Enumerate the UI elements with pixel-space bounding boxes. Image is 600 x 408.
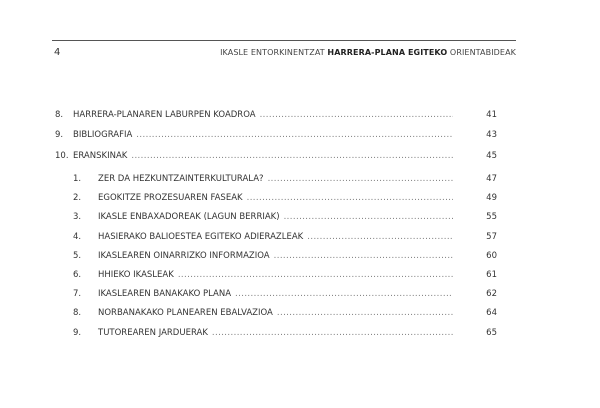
entry-title: ERANSKINAK	[73, 151, 128, 161]
toc-entry[interactable]: 8. NORBANAKAKO PLANEAREN EBALVAZIOA 64	[55, 308, 497, 322]
dot-leader	[256, 110, 457, 120]
entry-page: 64	[486, 308, 497, 319]
entry-page: 45	[486, 151, 497, 161]
entry-title: HARRERA-PLANAREN LABURPEN KOADROA	[73, 110, 256, 120]
entry-number: 9.	[73, 327, 82, 338]
toc-entry[interactable]: 10. ERANSKINAK 45	[55, 151, 497, 165]
entry-page: 43	[486, 130, 497, 140]
entry-number: 4.	[73, 231, 82, 242]
entry-number: 2.	[73, 193, 82, 204]
header-rule	[52, 40, 516, 41]
entry-page: 61	[486, 270, 497, 280]
header-title-bold: HARRERA-PLANA EGITEKO	[327, 48, 448, 57]
entry-title: IKASLEAREN BANAKAKO PLANA	[98, 289, 232, 300]
entry-page: 62	[486, 289, 497, 300]
entry-page: 57	[486, 231, 497, 242]
entry-number: 1.	[73, 174, 82, 184]
entry-title: ZER DA HEZKUNTZAINTERKULTURALA?	[98, 174, 264, 184]
dot-leader	[127, 151, 457, 161]
header-title-pre: IKASLE ENTORKINENTZAT	[220, 48, 325, 57]
entry-number: 9.	[55, 130, 64, 140]
entry-number: 8.	[55, 110, 64, 120]
toc-entry[interactable]: 1. ZER DA HEZKUNTZAINTERKULTURALA? 47	[55, 174, 497, 188]
entry-title: NORBANAKAKO PLANEAREN EBALVAZIOA	[98, 308, 273, 319]
toc-entry[interactable]: 9. TUTOREAREN JARDUERAK 65	[55, 328, 497, 342]
dot-leader	[208, 328, 457, 338]
entry-number: 7.	[73, 289, 82, 300]
entry-title: BIBLIOGRAFIA	[73, 130, 133, 140]
entry-number: 3.	[73, 212, 82, 223]
entry-title: IKASLEAREN OINARRIZKO INFORMAZIOA	[98, 250, 270, 261]
entry-title: HASIERAKO BALIOESTEA EGITEKO ADIERAZLEAK	[98, 231, 304, 242]
entry-page: 55	[486, 212, 497, 223]
dot-leader	[174, 270, 457, 280]
toc-entry[interactable]: 9. BIBLIOGRAFIA 43	[55, 130, 497, 144]
entry-number: 5.	[73, 250, 82, 261]
dot-leader	[273, 308, 457, 318]
page-number: 4	[54, 47, 61, 58]
entry-title: IKASLE ENBAXADOREAK (LAGUN BERRIAK)	[98, 212, 280, 223]
entry-title: HHIEKO IKASLEAK	[98, 270, 174, 280]
dot-leader	[132, 130, 457, 140]
entry-page: 41	[486, 110, 497, 120]
dot-leader	[231, 289, 457, 299]
toc-entry[interactable]: 6. HHIEKO IKASLEAK 61	[55, 270, 497, 284]
entry-number: 6.	[73, 270, 82, 280]
toc-entry[interactable]: 7. IKASLEAREN BANAKAKO PLANA 62	[55, 289, 497, 303]
dot-leader	[264, 174, 457, 184]
toc-entry[interactable]: 2. EGOKITZE PROZESUAREN FASEAK 49	[55, 193, 497, 207]
entry-page: 47	[486, 174, 497, 184]
dot-leader	[303, 232, 457, 242]
toc-entry[interactable]: 3. IKASLE ENBAXADOREAK (LAGUN BERRIAK) 55	[55, 212, 497, 226]
toc-entry[interactable]: 4. HASIERAKO BALIOESTEA EGITEKO ADIERAZLE…	[55, 232, 497, 246]
dot-leader	[270, 251, 457, 261]
dot-leader	[280, 212, 457, 222]
entry-title: EGOKITZE PROZESUAREN FASEAK	[98, 193, 243, 204]
entry-number: 8.	[73, 308, 82, 319]
entry-page: 65	[486, 327, 497, 338]
toc-entry[interactable]: 5. IKASLEAREN OINARRIZKO INFORMAZIOA 60	[55, 251, 497, 265]
dot-leader	[243, 193, 457, 203]
entry-page: 49	[486, 193, 497, 204]
entry-number: 10.	[55, 151, 69, 161]
toc-entry[interactable]: 8. HARRERA-PLANAREN LABURPEN KOADROA 41	[55, 110, 497, 124]
running-header: IKASLE ENTORKINENTZAT HARRERA-PLANA EGIT…	[220, 48, 516, 57]
header-title-post: ORIENTABIDEAK	[449, 48, 516, 57]
entry-page: 60	[486, 250, 497, 261]
entry-title: TUTOREAREN JARDUERAK	[98, 327, 208, 338]
